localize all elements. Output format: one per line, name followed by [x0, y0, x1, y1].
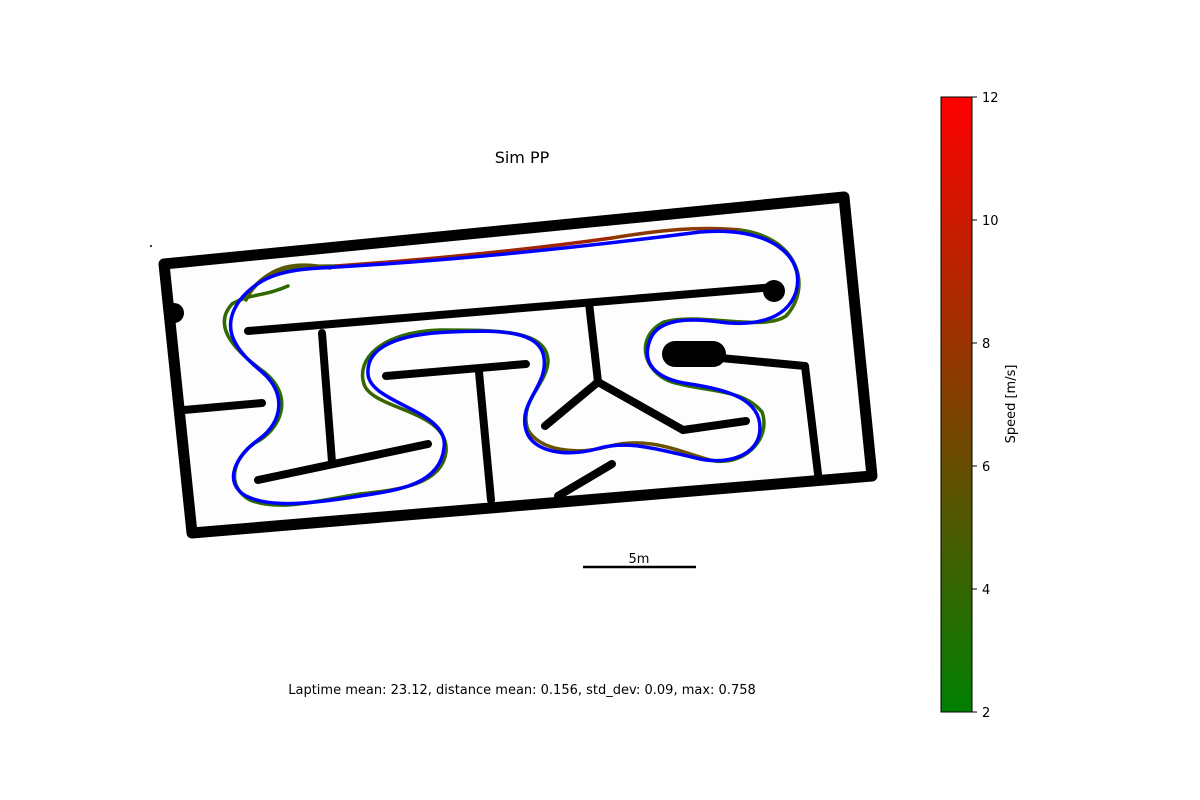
colorbar-tick-label: 6 [982, 460, 990, 475]
colorbar-label: Speed [m/s] [1004, 365, 1019, 444]
track-inner-walls [180, 283, 822, 504]
colorbar-ticks: 2 4 6 8 10 12 [972, 91, 999, 721]
colorbar-gradient [940, 96, 973, 713]
track-obstacles [150, 245, 785, 367]
colorbar-tick-label: 12 [982, 91, 999, 106]
colorbar-tick-label: 4 [982, 583, 990, 598]
stats-footer: Laptime mean: 23.12, distance mean: 0.15… [288, 683, 756, 698]
colorbar-tick-label: 2 [982, 706, 990, 721]
colorbar-tick-label: 8 [982, 337, 990, 352]
colorbar: 2 4 6 8 10 12 Speed [m/s] [940, 91, 1019, 721]
scale-bar-label: 5m [629, 552, 650, 567]
colorbar-tick-label: 10 [982, 214, 999, 229]
track-map: 5m [150, 191, 878, 569]
chart-title: Sim PP [495, 148, 550, 167]
reference-raceline [228, 229, 800, 506]
